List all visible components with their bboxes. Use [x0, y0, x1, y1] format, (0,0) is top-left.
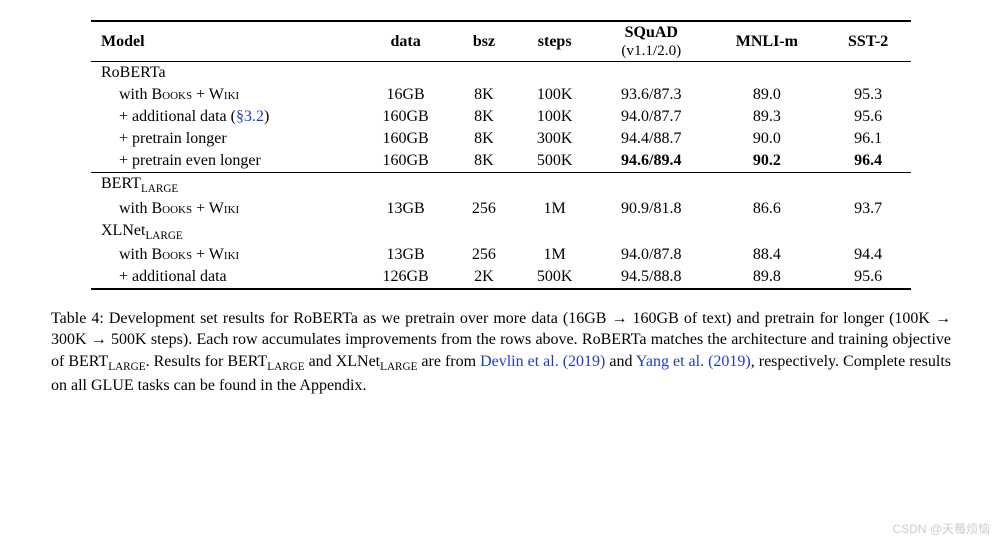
sst2-cell: 93.7	[825, 198, 911, 220]
squad-sublabel: (v1.1/2.0)	[621, 42, 681, 59]
sst2-cell: 96.4	[825, 150, 911, 173]
group-title-row: BERTLARGE	[91, 173, 911, 198]
model-cell: with Books + Wiki	[91, 244, 359, 266]
col-data: data	[359, 21, 453, 62]
data-cell: 160GB	[359, 150, 453, 173]
header-row: Model data bsz steps SQuAD (v1.1/2.0) MN…	[91, 21, 911, 62]
row-smallcaps: Books + Wiki	[151, 200, 239, 217]
watermark: CSDN @天莓烦恼	[892, 520, 990, 537]
model-cell: with Books + Wiki	[91, 84, 359, 106]
bsz-cell: 256	[453, 198, 516, 220]
squad-cell: 94.0/87.8	[594, 244, 708, 266]
mnli-cell: 89.0	[708, 84, 825, 106]
col-sst2: SST-2	[825, 21, 911, 62]
mnli-cell: 86.6	[708, 198, 825, 220]
squad-label: SQuAD	[625, 24, 678, 41]
data-cell: 13GB	[359, 198, 453, 220]
data-cell: 160GB	[359, 128, 453, 150]
row-prefix: with	[119, 86, 151, 103]
caption-text: and	[605, 353, 636, 370]
steps-cell: 1M	[515, 244, 594, 266]
caption-text: and XLNet	[305, 353, 381, 370]
squad-cell: 94.6/89.4	[594, 150, 708, 173]
squad-cell: 94.5/88.8	[594, 266, 708, 289]
row-prefix: + additional data (	[119, 108, 236, 125]
model-cell: + additional data (§3.2)	[91, 106, 359, 128]
bsz-cell: 2K	[453, 266, 516, 289]
data-cell: 160GB	[359, 106, 453, 128]
mnli-cell: 89.3	[708, 106, 825, 128]
squad-cell: 93.6/87.3	[594, 84, 708, 106]
table-caption: Table 4: Development set results for RoB…	[51, 308, 951, 397]
data-cell: 126GB	[359, 266, 453, 289]
model-cell: + additional data	[91, 266, 359, 289]
sst2-cell: 96.1	[825, 128, 911, 150]
caption-sub: LARGE	[108, 361, 145, 373]
group-name: BERT	[101, 175, 141, 192]
squad-cell: 90.9/81.8	[594, 198, 708, 220]
row-suffix: )	[264, 108, 269, 125]
bsz-cell: 256	[453, 244, 516, 266]
caption-text: . Results for BERT	[146, 353, 268, 370]
group-sub: LARGE	[141, 184, 178, 196]
sst2-cell: 95.6	[825, 266, 911, 289]
sst2-cell: 95.6	[825, 106, 911, 128]
col-model: Model	[91, 21, 359, 62]
steps-cell: 300K	[515, 128, 594, 150]
citation-link[interactable]: Devlin et al. (2019)	[480, 353, 605, 370]
squad-cell: 94.0/87.7	[594, 106, 708, 128]
model-cell: + pretrain longer	[91, 128, 359, 150]
data-cell: 13GB	[359, 244, 453, 266]
mnli-cell: 88.4	[708, 244, 825, 266]
bsz-cell: 8K	[453, 150, 516, 173]
group-title-row: RoBERTa	[91, 62, 911, 85]
data-cell: 16GB	[359, 84, 453, 106]
group-bert: BERTLARGE	[91, 173, 359, 198]
citation-link[interactable]: Yang et al. (2019)	[636, 353, 751, 370]
caption-label: Table 4:	[51, 310, 104, 327]
col-bsz: bsz	[453, 21, 516, 62]
steps-cell: 100K	[515, 106, 594, 128]
table-row: with Books + Wiki 13GB 256 1M 90.9/81.8 …	[91, 198, 911, 220]
col-steps: steps	[515, 21, 594, 62]
steps-cell: 500K	[515, 150, 594, 173]
table-row: + pretrain even longer 160GB 8K 500K 94.…	[91, 150, 911, 173]
section-link[interactable]: §3.2	[236, 108, 264, 125]
caption-sub: LARGE	[267, 361, 304, 373]
mnli-cell: 90.0	[708, 128, 825, 150]
row-smallcaps: Books + Wiki	[151, 86, 239, 103]
caption-sub: LARGE	[380, 361, 417, 373]
row-prefix: with	[119, 246, 151, 263]
table-row: with Books + Wiki 16GB 8K 100K 93.6/87.3…	[91, 84, 911, 106]
results-table: Model data bsz steps SQuAD (v1.1/2.0) MN…	[91, 20, 911, 290]
group-name: XLNet	[101, 222, 145, 239]
col-mnli: MNLI-m	[708, 21, 825, 62]
model-cell: + pretrain even longer	[91, 150, 359, 173]
table-row: with Books + Wiki 13GB 256 1M 94.0/87.8 …	[91, 244, 911, 266]
caption-text: are from	[417, 353, 480, 370]
model-cell: with Books + Wiki	[91, 198, 359, 220]
table-row: + additional data (§3.2) 160GB 8K 100K 9…	[91, 106, 911, 128]
row-prefix: with	[119, 200, 151, 217]
row-smallcaps: Books + Wiki	[151, 246, 239, 263]
group-title-row: XLNetLARGE	[91, 220, 911, 244]
steps-cell: 100K	[515, 84, 594, 106]
bsz-cell: 8K	[453, 106, 516, 128]
table-row: + pretrain longer 160GB 8K 300K 94.4/88.…	[91, 128, 911, 150]
bsz-cell: 8K	[453, 128, 516, 150]
mnli-cell: 90.2	[708, 150, 825, 173]
mnli-cell: 89.8	[708, 266, 825, 289]
group-sub: LARGE	[145, 230, 182, 242]
table-row: + additional data 126GB 2K 500K 94.5/88.…	[91, 266, 911, 289]
sst2-cell: 95.3	[825, 84, 911, 106]
bsz-cell: 8K	[453, 84, 516, 106]
steps-cell: 1M	[515, 198, 594, 220]
col-squad: SQuAD (v1.1/2.0)	[594, 21, 708, 62]
sst2-cell: 94.4	[825, 244, 911, 266]
squad-cell: 94.4/88.7	[594, 128, 708, 150]
group-roberta: RoBERTa	[91, 62, 359, 85]
steps-cell: 500K	[515, 266, 594, 289]
group-xlnet: XLNetLARGE	[91, 220, 359, 244]
